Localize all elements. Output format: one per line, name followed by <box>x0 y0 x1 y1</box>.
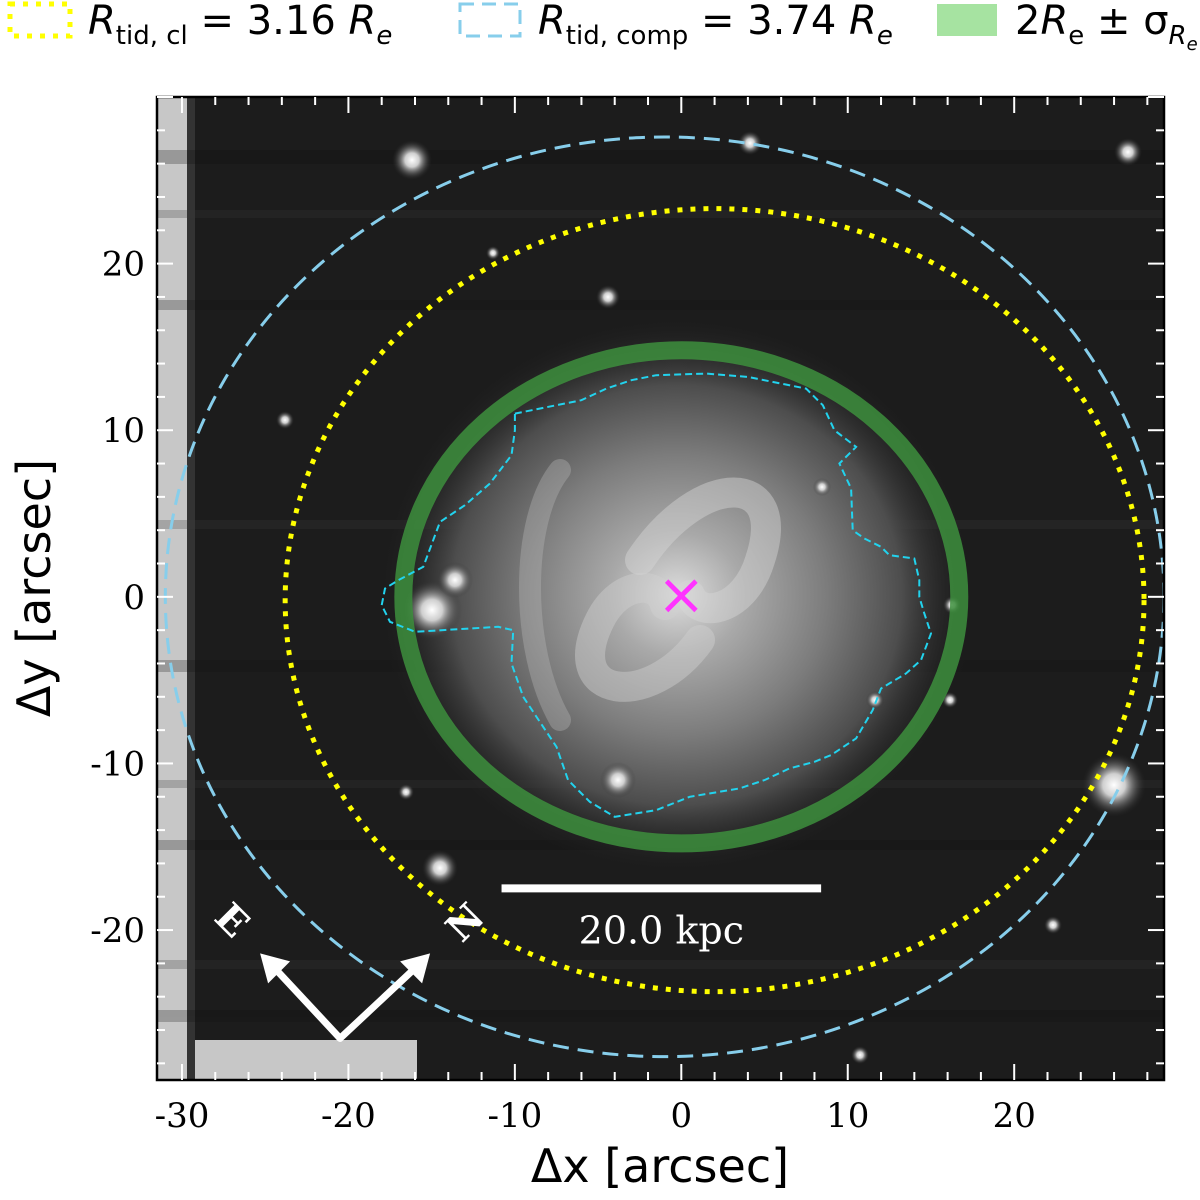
noise-band <box>157 300 1164 310</box>
y-axis-label: Δy [arcsec] <box>7 459 61 717</box>
x-tick-label: -10 <box>487 1096 542 1136</box>
legend: Rtid, cl = 3.16 Re Rtid, comp = 3.74 Re 2R… <box>7 0 1198 55</box>
x-axis-label: Δx [arcsec] <box>531 1139 789 1193</box>
axes-frame <box>155 95 1166 1082</box>
legend-entry: Rtid, cl = 3.16 Re <box>7 0 392 51</box>
legend-label: 2Re ± σRe <box>1015 0 1198 55</box>
center-marker: × <box>657 560 706 628</box>
noise-band <box>157 1010 1164 1022</box>
legend-label: Rtid, comp = 3.74 Re <box>538 0 893 51</box>
field-source <box>813 478 831 496</box>
galaxy-disk <box>377 315 977 875</box>
legend-label: Rtid, cl = 3.16 Re <box>88 0 392 51</box>
legend-swatch <box>937 4 997 36</box>
field-source <box>942 692 958 708</box>
y-tick-label: -10 <box>90 744 145 784</box>
y-tick-label: -20 <box>90 911 145 951</box>
field-source <box>1114 138 1142 166</box>
field-source <box>486 246 500 260</box>
y-tick-label: 10 <box>102 411 145 451</box>
x-tick-label: 10 <box>826 1096 869 1136</box>
field-source <box>1082 753 1146 817</box>
field-source <box>422 850 458 886</box>
field-source <box>437 562 473 598</box>
masked-strip <box>157 97 187 1080</box>
galaxy-contour <box>380 372 933 818</box>
field-source <box>851 1046 869 1064</box>
spiral-arm-upper <box>625 477 781 624</box>
spiral-arm-outer <box>519 459 571 731</box>
field-sources <box>276 131 1146 1064</box>
compass-north-arrow <box>336 961 422 1042</box>
noise-band <box>157 150 1164 164</box>
noise-band <box>157 960 1164 969</box>
spiral-arm-lower <box>575 572 715 702</box>
masked-corner <box>157 1040 417 1080</box>
x-tick-label: 0 <box>670 1096 692 1136</box>
field-source <box>866 691 884 709</box>
field-source <box>596 285 620 309</box>
noise-band <box>157 210 1164 218</box>
compass-east-arrowhead <box>260 953 291 984</box>
legend-swatch <box>458 2 522 38</box>
compass-north-arrowhead <box>400 953 431 984</box>
field-source <box>398 784 414 800</box>
legend-entry: Rtid, comp = 3.74 Re <box>458 0 893 51</box>
scale-bar-label: 20.0 kpc <box>579 908 744 952</box>
legend-entry: 2Re ± σRe <box>937 0 1198 55</box>
detector-edge <box>187 97 195 1080</box>
field-source <box>392 140 432 180</box>
y-tick-label: 0 <box>123 578 145 618</box>
ticks: -30 -20 -10 0 10 20 -20 -10 0 10 20 <box>90 96 1164 1136</box>
field-source <box>276 411 294 429</box>
x-tick-label: 20 <box>993 1096 1036 1136</box>
field-source <box>1044 916 1062 934</box>
y-tick-label: 20 <box>102 245 145 285</box>
x-tick-label: -30 <box>155 1096 210 1136</box>
legend-swatch <box>7 1 73 39</box>
field-source <box>738 131 762 155</box>
field-source <box>600 762 636 798</box>
compass-east-arrow <box>268 961 344 1042</box>
x-tick-label: -20 <box>321 1096 376 1136</box>
tidal-cluster-ellipse <box>282 206 1147 995</box>
two-re-band-ellipse <box>394 341 969 853</box>
